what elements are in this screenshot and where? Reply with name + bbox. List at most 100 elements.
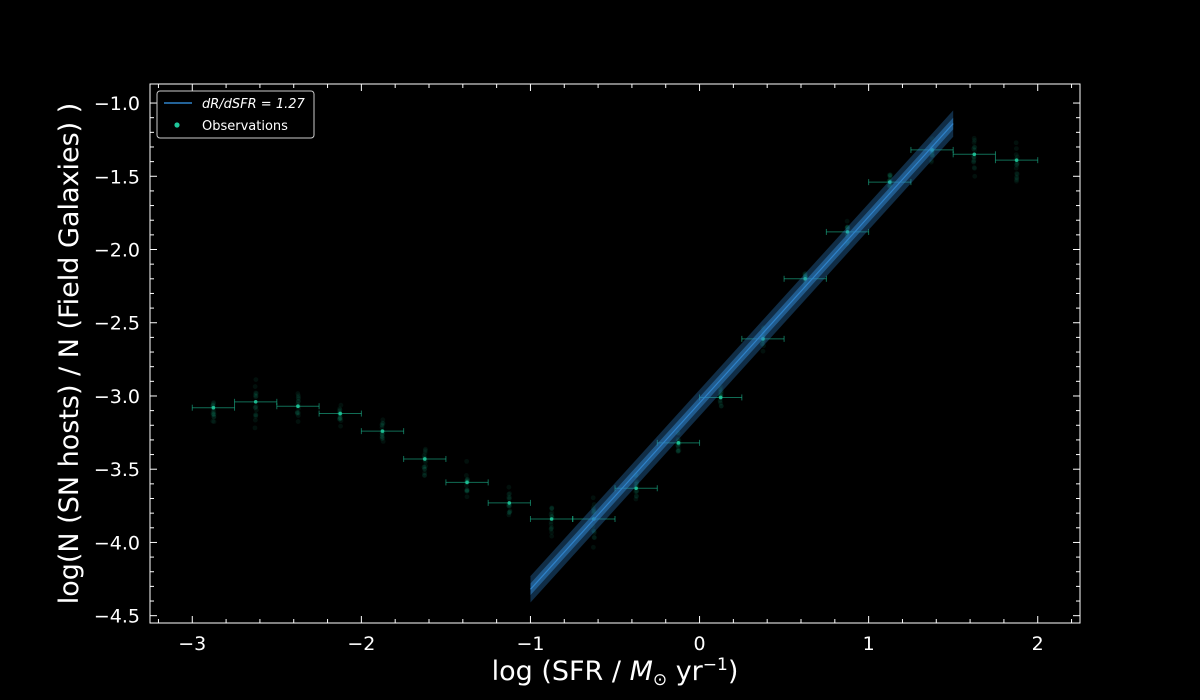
y-axis-label: log(N (SN hosts) / N (Field Galaxies) ) <box>54 103 85 605</box>
observation-sample <box>422 470 428 476</box>
x-axis-label-mid: yr <box>667 656 704 687</box>
observation-sample <box>338 418 344 424</box>
observation-sample <box>591 506 597 512</box>
observation-sample <box>253 403 259 409</box>
observation-point <box>507 501 512 505</box>
observation-sample <box>422 466 428 472</box>
observation-sample <box>717 389 723 395</box>
observation-sample <box>929 158 934 163</box>
observation-sample <box>464 487 470 493</box>
observation-sample <box>1014 161 1020 166</box>
observation-sample <box>210 418 216 424</box>
observation-sample <box>338 416 343 421</box>
observation-sample <box>633 489 639 495</box>
observation-sample <box>253 377 259 383</box>
observation-sample <box>1013 140 1019 146</box>
observation-sample <box>464 488 470 494</box>
observation-sample <box>253 405 258 411</box>
legend-box <box>156 90 315 139</box>
observation-sample <box>252 404 258 410</box>
observation-sample <box>675 445 681 451</box>
observation-sample <box>1014 171 1020 176</box>
observation-sample <box>295 399 301 405</box>
observation-sample <box>296 396 301 402</box>
observation-sample <box>634 480 639 485</box>
observation-sample <box>971 159 976 164</box>
observation-sample <box>506 503 512 509</box>
observation-sample <box>423 459 428 465</box>
observation-sample <box>591 534 597 540</box>
observation-point <box>211 405 216 410</box>
observation-sample <box>211 414 217 420</box>
observation-sample <box>802 273 808 279</box>
observation-sample <box>211 411 217 417</box>
observation-sample <box>845 224 850 230</box>
observation-sample <box>1013 152 1019 158</box>
y-tick-label: −4.5 <box>94 606 140 628</box>
observation-point <box>253 400 258 404</box>
observation-sample <box>971 157 977 163</box>
observation-sample <box>295 394 301 400</box>
observation-sample <box>972 173 978 179</box>
observation-point <box>676 441 681 445</box>
observation-sample <box>506 510 512 515</box>
observation-sample <box>211 414 217 420</box>
observation-point <box>338 411 343 416</box>
observation-sample <box>844 225 850 231</box>
observation-sample <box>802 273 808 279</box>
observation-sample <box>1013 165 1019 171</box>
observation-sample <box>337 416 342 422</box>
observation-sample <box>760 348 766 354</box>
observation-sample <box>971 144 977 150</box>
observation-sample <box>888 176 893 181</box>
observation-sample <box>633 493 639 499</box>
observation-sample <box>464 473 469 478</box>
observation-point <box>380 429 385 433</box>
observation-sample <box>379 432 385 437</box>
observation-sample <box>463 483 469 489</box>
observation-sample <box>379 436 385 442</box>
observation-sample <box>759 341 765 346</box>
observation-sample <box>549 510 555 515</box>
observation-sample <box>633 496 639 502</box>
y-tick-label: −4.0 <box>94 532 140 554</box>
observation-sample <box>253 390 259 396</box>
observation-sample <box>464 494 470 500</box>
x-axis-label-sup: −1 <box>703 655 728 675</box>
observation-point <box>845 230 850 234</box>
x-tick-label: 2 <box>1032 633 1044 655</box>
observation-sample <box>422 448 428 454</box>
observation-sample <box>1014 177 1020 183</box>
x-tick-label: 1 <box>863 633 875 655</box>
observation-sample <box>591 528 597 534</box>
observation-sample <box>295 391 301 396</box>
observation-sample <box>548 526 554 532</box>
observation-sample <box>380 421 386 426</box>
observation-sample <box>338 402 344 408</box>
observation-point <box>718 395 723 400</box>
observation-sample <box>591 502 597 507</box>
observation-sample <box>972 144 978 150</box>
observation-sample <box>590 528 596 533</box>
observation-sample <box>464 488 470 494</box>
observation-sample <box>422 473 427 478</box>
observation-sample <box>296 393 301 399</box>
observation-sample <box>252 417 258 423</box>
observation-sample <box>718 403 724 409</box>
observation-sample <box>718 391 724 397</box>
observation-sample <box>379 434 385 439</box>
observation-sample <box>253 394 258 400</box>
observation-sample <box>549 505 555 511</box>
observation-sample <box>972 137 977 143</box>
observation-sample <box>845 224 850 230</box>
observation-sample <box>337 407 343 413</box>
observation-sample <box>380 417 386 423</box>
observation-sample <box>294 410 300 416</box>
observation-sample <box>506 491 512 497</box>
observation-sample <box>211 419 217 425</box>
observation-sample <box>718 388 724 394</box>
observation-sample <box>634 481 639 487</box>
observation-sample <box>634 488 639 494</box>
x-tick-label: 0 <box>693 633 705 655</box>
observation-sample <box>886 172 892 178</box>
